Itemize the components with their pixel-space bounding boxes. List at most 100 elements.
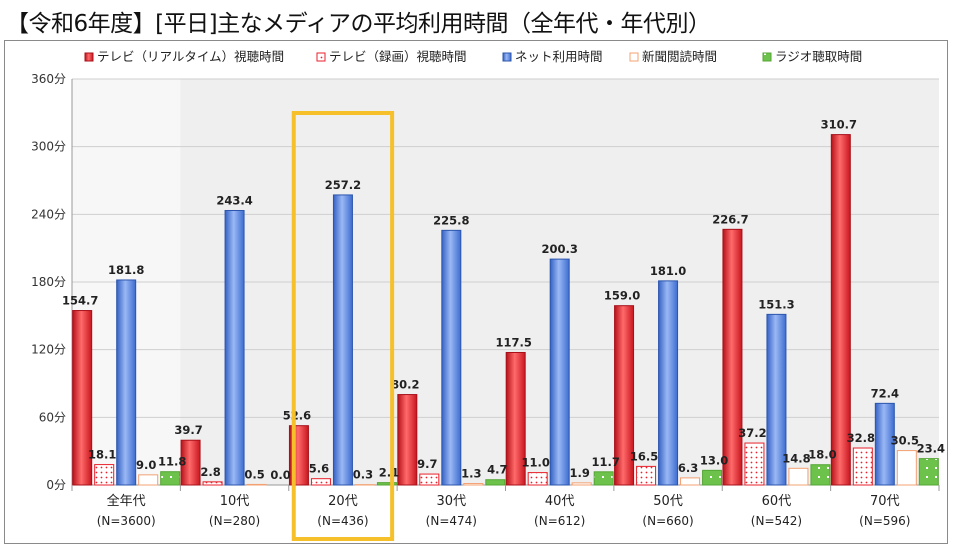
data-label: 4.7 [487, 463, 507, 477]
data-label: 14.8 [782, 451, 810, 465]
bar-net [224, 209, 245, 486]
data-label: 30.5 [891, 434, 919, 448]
data-label: 32.8 [847, 431, 875, 445]
x-category-label: 40代 [545, 494, 575, 509]
value-labels: 154.7 18.1 181.8 9.0 11.8 39.7 2.8 243.4 0.5 0.0 5… [62, 118, 945, 482]
data-label: 80.2 [391, 378, 419, 392]
data-label: 0.0 [270, 468, 290, 482]
data-label: 0.3 [353, 468, 373, 482]
data-label: 1.3 [461, 467, 481, 481]
x-category-label: 50代 [653, 494, 683, 509]
legend-label: 新聞閲読時間 [642, 49, 717, 64]
x-category-label: 60代 [762, 494, 792, 509]
bar-net [658, 280, 679, 486]
data-label: 257.2 [325, 178, 361, 192]
data-label: 117.5 [495, 335, 531, 349]
bar-chart: 0分 60分 120分 180分 240分 300分 360分 154.7 18.1 181.8… [31, 49, 945, 541]
bar-newspaper [788, 467, 809, 486]
bar-tv-rec [636, 465, 657, 486]
bar-tv-real [180, 439, 201, 486]
bar-net [766, 313, 787, 486]
x-category-note: (N=660) [642, 514, 693, 528]
x-category-note: (N=436) [317, 514, 368, 528]
bar-newspaper [246, 483, 267, 486]
chart-frame: 0分 60分 120分 180分 240分 300分 360分 154.7 18.1 181.8… [4, 40, 948, 544]
x-category-note: (N=3600) [97, 514, 156, 528]
data-label: 181.8 [108, 263, 144, 277]
bar-tv-real [505, 351, 526, 486]
x-category-note: (N=542) [751, 514, 802, 528]
bar-newspaper [463, 483, 484, 486]
y-tick-label: 60分 [39, 410, 66, 424]
bar-tv-rec [202, 481, 223, 486]
bar-net [116, 279, 137, 486]
legend-swatch [629, 52, 639, 62]
x-category-label: 10代 [220, 494, 250, 509]
highlight-rect [291, 111, 395, 541]
bar-radio [376, 482, 397, 486]
bar-tv-rec [310, 478, 331, 486]
y-tick-label: 180分 [31, 275, 66, 289]
legend-label: テレビ（リアルタイム）視聴時間 [97, 49, 284, 64]
page-title: 【令和6年度】[平日]主なメディアの平均利用時間（全年代・年代別） [6, 11, 711, 37]
bar-tv-real [72, 310, 93, 486]
data-label: 0.5 [244, 467, 264, 481]
data-label: 243.4 [216, 193, 252, 207]
bar-tv-rec [744, 442, 765, 486]
legend-swatch [84, 52, 94, 62]
y-axis: 0分 60分 120分 180分 240分 300分 360分 [31, 72, 73, 492]
data-label: 154.7 [62, 294, 98, 308]
data-label: 9.0 [136, 458, 156, 472]
data-label: 1.9 [570, 466, 590, 480]
bar-radio [160, 471, 181, 486]
bar-tv-real [614, 305, 635, 486]
data-label: 9.7 [417, 457, 437, 471]
bar-newspaper [680, 477, 701, 486]
data-label: 159.0 [604, 289, 640, 303]
bars [72, 134, 939, 486]
legend-swatch [316, 52, 326, 62]
data-label: 72.4 [871, 386, 899, 400]
bar-radio [810, 464, 831, 486]
bar-tv-rec [852, 447, 873, 486]
data-label: 52.6 [283, 409, 311, 423]
data-label: 11.7 [592, 455, 620, 469]
y-tick-label: 240分 [31, 207, 66, 221]
legend-label: ラジオ聴取時間 [775, 49, 862, 64]
bar-radio [702, 469, 723, 486]
bar-net [332, 194, 353, 486]
x-category-note: (N=612) [534, 514, 585, 528]
data-label: 5.6 [309, 462, 329, 476]
x-axis: 全年代 (N=3600) 10代 (N=280) 20代 (N=436) 30代 (N=474… [71, 485, 940, 528]
data-label: 18.1 [88, 448, 116, 462]
data-label: 18.0 [808, 448, 836, 462]
legend: テレビ（リアルタイム）視聴時間 テレビ（録画）視聴時間 ネット利用時間 新聞閲読時間 ラ… [84, 49, 862, 64]
x-category-label: 20代 [328, 494, 358, 509]
data-label: 151.3 [758, 297, 794, 311]
highlight-box [291, 111, 395, 541]
y-tick-label: 300分 [31, 140, 66, 154]
x-category-label: 全年代 [107, 493, 146, 509]
bar-net [874, 402, 895, 486]
bar-newspaper [896, 450, 917, 486]
bar-net [441, 229, 462, 486]
data-label: 226.7 [712, 212, 748, 226]
bar-newspaper [571, 482, 592, 486]
data-label: 200.3 [541, 242, 577, 256]
bar-tv-rec [527, 472, 548, 486]
x-category-note: (N=596) [859, 514, 910, 528]
data-label: 2.8 [200, 465, 220, 479]
data-label: 11.0 [522, 456, 550, 470]
data-label: 225.8 [433, 213, 469, 227]
bar-tv-rec [419, 473, 440, 486]
data-label: 16.5 [630, 449, 658, 463]
bar-radio [485, 479, 506, 486]
data-label: 6.3 [678, 461, 698, 475]
y-tick-label: 360分 [31, 72, 66, 86]
bar-tv-real [397, 394, 418, 486]
legend-swatch [502, 52, 512, 62]
x-category-note: (N=474) [426, 514, 477, 528]
bar-net [549, 258, 570, 486]
bar-tv-rec [94, 464, 115, 486]
bar-newspaper [138, 474, 159, 486]
